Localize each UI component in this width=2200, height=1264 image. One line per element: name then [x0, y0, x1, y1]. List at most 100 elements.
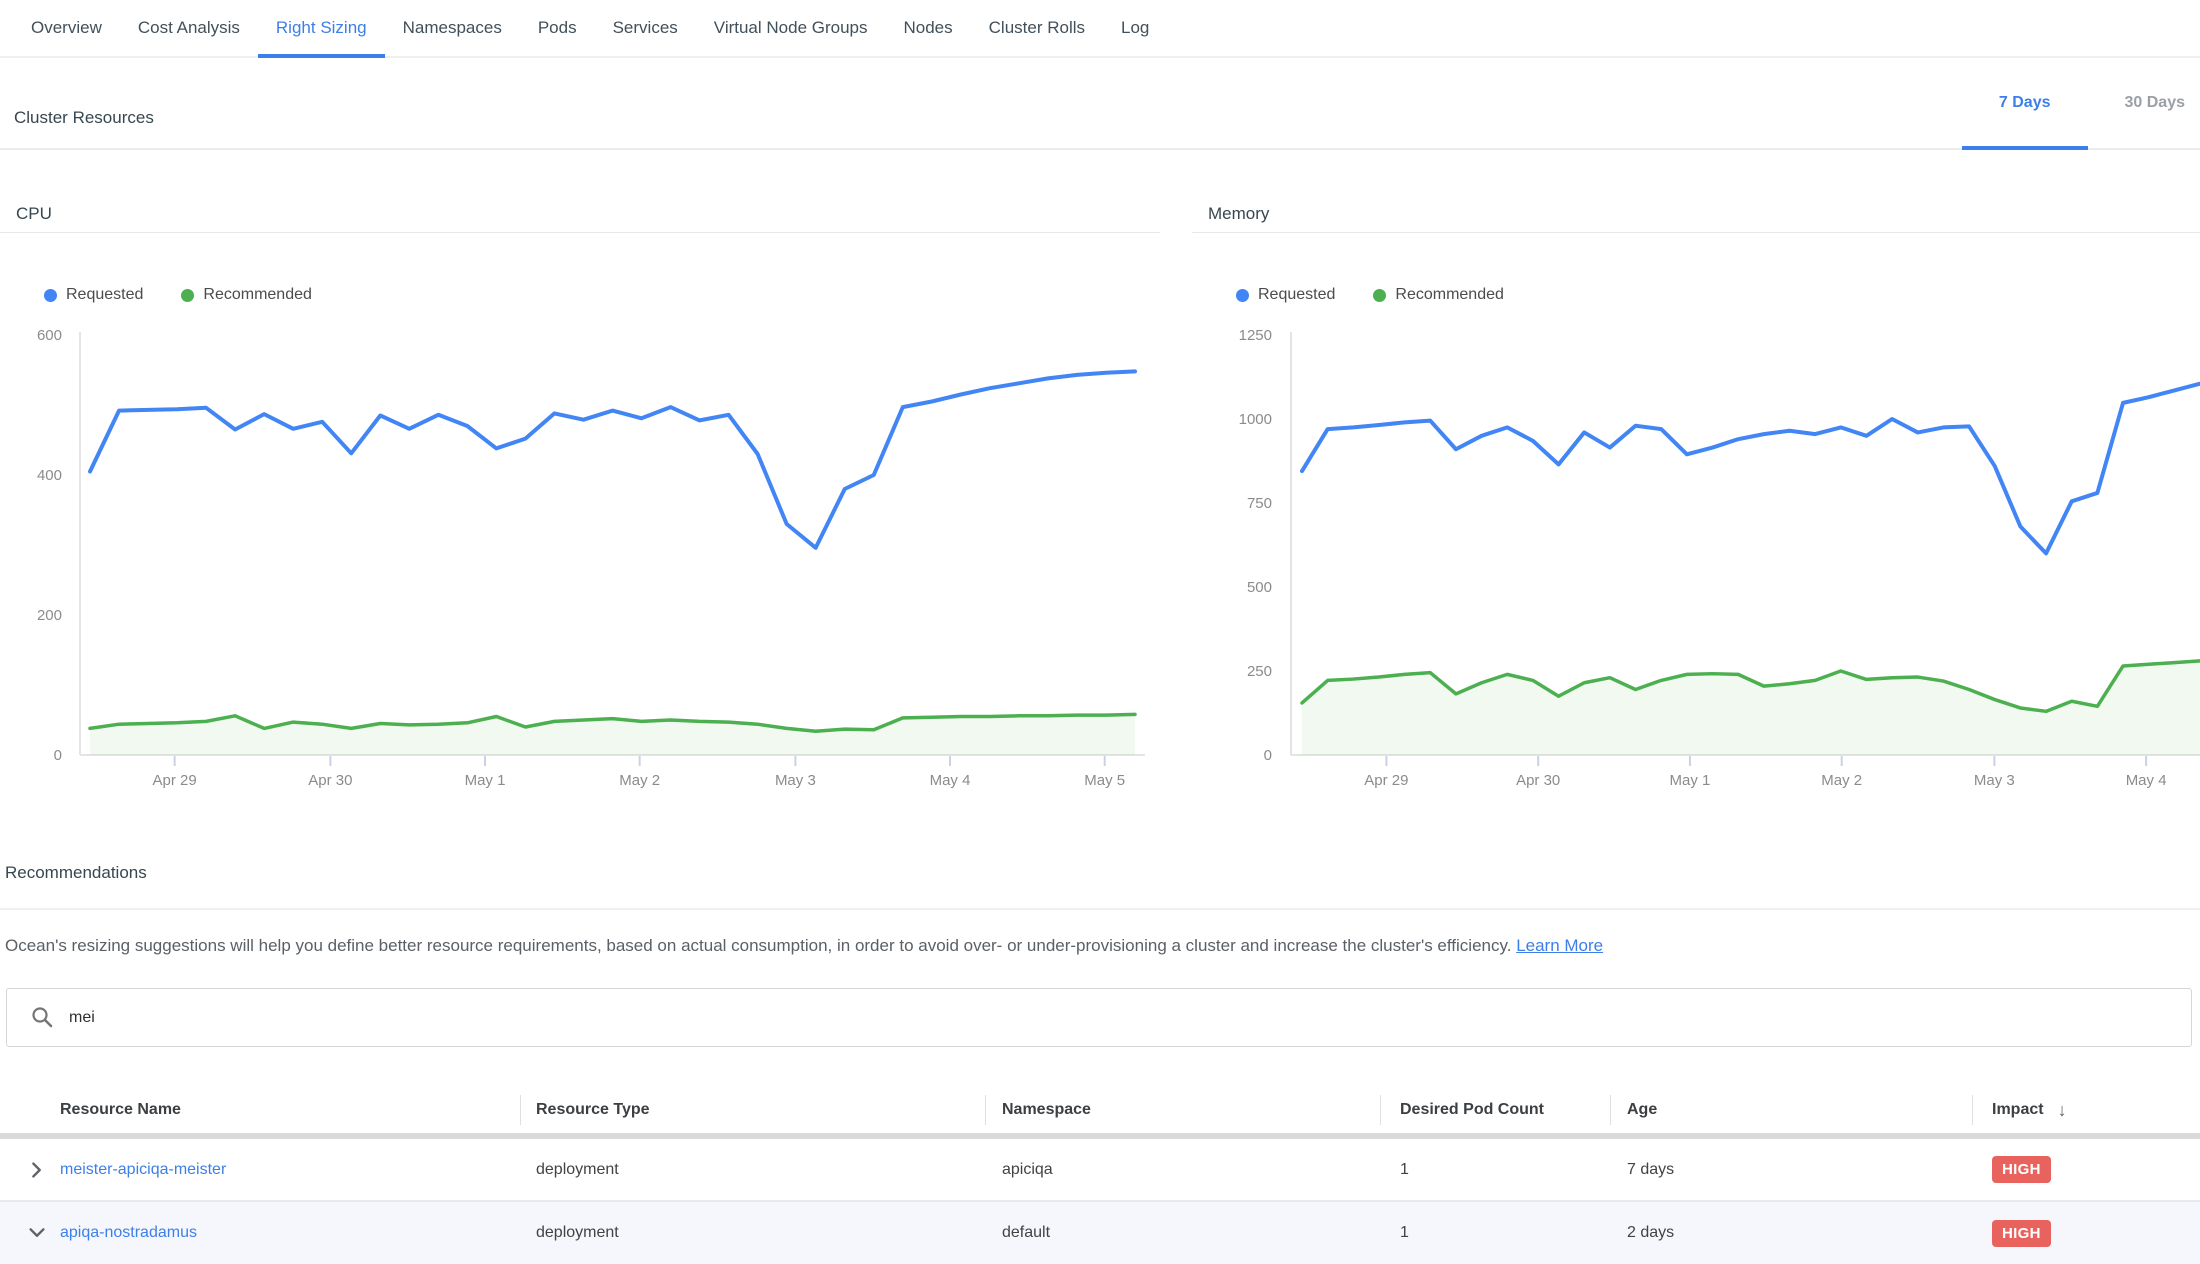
table-row-apiqa-nostradamus[interactable]: apiqa-nostradamusdeploymentdefault12 day…	[0, 1202, 2200, 1264]
column-divider	[520, 1095, 521, 1125]
svg-text:May 2: May 2	[619, 772, 660, 789]
svg-text:250: 250	[1247, 663, 1272, 680]
legend-item-requested[interactable]: Requested	[44, 286, 143, 304]
legend-item-recommended[interactable]: Recommended	[181, 286, 312, 304]
tab-services[interactable]: Services	[595, 0, 696, 56]
age-cell: 7 days	[1610, 1139, 1972, 1200]
column-header-namespace[interactable]: Namespace	[985, 1087, 1380, 1133]
chart-legend: Requested Recommended	[44, 286, 312, 304]
learn-more-link[interactable]: Learn More	[1516, 936, 1603, 955]
resource-type-cell: deployment	[520, 1139, 985, 1200]
range-7-days[interactable]: 7 Days	[1962, 58, 2088, 148]
svg-text:May 1: May 1	[1670, 772, 1711, 789]
svg-text:May 3: May 3	[775, 772, 816, 789]
namespace-cell: default	[985, 1202, 1380, 1264]
tab-overview[interactable]: Overview	[13, 0, 120, 56]
column-header-age[interactable]: Age	[1610, 1087, 1972, 1133]
svg-text:0: 0	[1264, 747, 1272, 764]
legend-label: Recommended	[1395, 286, 1504, 304]
divider	[0, 232, 1160, 233]
column-header-resource-name[interactable]: Resource Name	[0, 1087, 520, 1133]
tab-namespaces[interactable]: Namespaces	[385, 0, 520, 56]
tab-nodes[interactable]: Nodes	[886, 0, 971, 56]
tab-log[interactable]: Log	[1103, 0, 1167, 56]
column-header-impact[interactable]: Impact ↓	[1972, 1087, 2200, 1133]
range-30-days[interactable]: 30 Days	[2088, 58, 2200, 148]
chart-legend: Requested Recommended	[1236, 286, 1504, 304]
column-header-label: Impact	[1992, 1101, 2044, 1119]
memory-chart-block: Memory Requested Recommended 0 250 500 750 10…	[1192, 150, 2200, 800]
table-header: Resource Name Resource Type Namespace Desir…	[0, 1087, 2200, 1133]
namespace-cell: apiciqa	[985, 1139, 1380, 1200]
tab-cluster-rolls[interactable]: Cluster Rolls	[971, 0, 1103, 56]
svg-text:750: 750	[1247, 495, 1272, 512]
svg-text:200: 200	[37, 607, 62, 624]
legend-label: Requested	[1258, 286, 1335, 304]
resource-name-link[interactable]: apiqa-nostradamus	[60, 1224, 197, 1242]
resource-name-cell: meister-apiciqa-meister	[0, 1139, 520, 1200]
svg-text:May 5: May 5	[1084, 772, 1125, 789]
svg-text:1000: 1000	[1239, 411, 1272, 428]
column-header-label: Age	[1627, 1101, 1657, 1119]
impact-badge: HIGH	[1992, 1156, 2051, 1183]
svg-text:Apr 29: Apr 29	[153, 772, 197, 789]
legend-item-requested[interactable]: Requested	[1236, 286, 1335, 304]
right-sizing-page: { "nav": { "tabs": ["Overview", "Cost An…	[0, 0, 2200, 1264]
svg-text:500: 500	[1247, 579, 1272, 596]
cluster-resources-header: Cluster Resources 7 Days30 Days	[0, 58, 2200, 150]
tab-pods[interactable]: Pods	[520, 0, 595, 56]
cluster-resources-title: Cluster Resources	[14, 108, 154, 128]
tab-bar: OverviewCost AnalysisRight SizingNamespa…	[0, 0, 2200, 58]
legend-item-recommended[interactable]: Recommended	[1373, 286, 1504, 304]
legend-label: Requested	[66, 286, 143, 304]
svg-text:May 4: May 4	[930, 772, 971, 789]
search-box	[6, 988, 2192, 1047]
desired-pod-count-cell: 1	[1380, 1202, 1610, 1264]
svg-text:May 1: May 1	[465, 772, 506, 789]
svg-text:Apr 30: Apr 30	[1516, 772, 1560, 789]
impact-cell: HIGH	[1972, 1202, 2200, 1264]
resource-type-cell: deployment	[520, 1202, 985, 1264]
tab-cost-analysis[interactable]: Cost Analysis	[120, 0, 258, 56]
column-header-label: Resource Name	[60, 1101, 181, 1119]
impact-cell: HIGH	[1972, 1139, 2200, 1200]
legend-label: Recommended	[203, 286, 312, 304]
desired-pod-count-cell: 1	[1380, 1139, 1610, 1200]
legend-dot-icon	[1236, 289, 1249, 302]
tab-virtual-node-groups[interactable]: Virtual Node Groups	[696, 0, 886, 56]
cpu-chart: 0 200 400 600 Apr 29 Apr 30 May 1 May 2 May 3 May…	[0, 320, 1160, 800]
search-input[interactable]	[67, 1008, 2191, 1028]
svg-text:0: 0	[54, 747, 62, 764]
memory-chart: 0 250 500 750 1000 1250 Apr 29 Apr 30 May 1 May 2…	[1192, 320, 2200, 800]
recommendations-text: Ocean's resizing suggestions will help y…	[5, 936, 1511, 955]
tab-right-sizing[interactable]: Right Sizing	[258, 0, 385, 56]
column-header-label: Namespace	[1002, 1101, 1091, 1119]
divider	[1192, 232, 2200, 233]
table-body: meister-apiciqa-meister deploymentapiciqa…	[0, 1139, 2200, 1264]
svg-text:1250: 1250	[1239, 327, 1272, 344]
legend-dot-icon	[44, 289, 57, 302]
column-divider	[1380, 1095, 1381, 1125]
memory-chart-title: Memory	[1208, 204, 1269, 224]
column-header-label: Desired Pod Count	[1400, 1101, 1544, 1119]
column-header-desired-pod-count[interactable]: Desired Pod Count	[1380, 1087, 1610, 1133]
resource-name-link[interactable]: meister-apiciqa-meister	[60, 1161, 226, 1179]
svg-text:May 2: May 2	[1821, 772, 1862, 789]
column-divider	[985, 1095, 986, 1125]
cpu-chart-block: CPU Requested Recommended 0 200 400 600 Apr 2…	[0, 150, 1160, 800]
column-header-label: Resource Type	[536, 1101, 650, 1119]
search-icon	[31, 1006, 54, 1029]
table-row-meister-apiciqa-meister[interactable]: meister-apiciqa-meister deploymentapiciqa…	[0, 1139, 2200, 1202]
range-toggle: 7 Days30 Days	[1962, 58, 2200, 148]
svg-text:Apr 29: Apr 29	[1364, 772, 1408, 789]
sort-descending-icon[interactable]: ↓	[2058, 1100, 2067, 1121]
column-header-resource-type[interactable]: Resource Type	[520, 1087, 985, 1133]
svg-text:600: 600	[37, 327, 62, 344]
impact-badge: HIGH	[1992, 1220, 2051, 1247]
svg-text:400: 400	[37, 467, 62, 484]
recommendations-description: Ocean's resizing suggestions will help y…	[5, 936, 2180, 956]
column-divider	[1972, 1095, 1973, 1125]
cpu-chart-title: CPU	[16, 204, 52, 224]
recommendations-title: Recommendations	[5, 863, 147, 883]
svg-text:Apr 30: Apr 30	[308, 772, 352, 789]
